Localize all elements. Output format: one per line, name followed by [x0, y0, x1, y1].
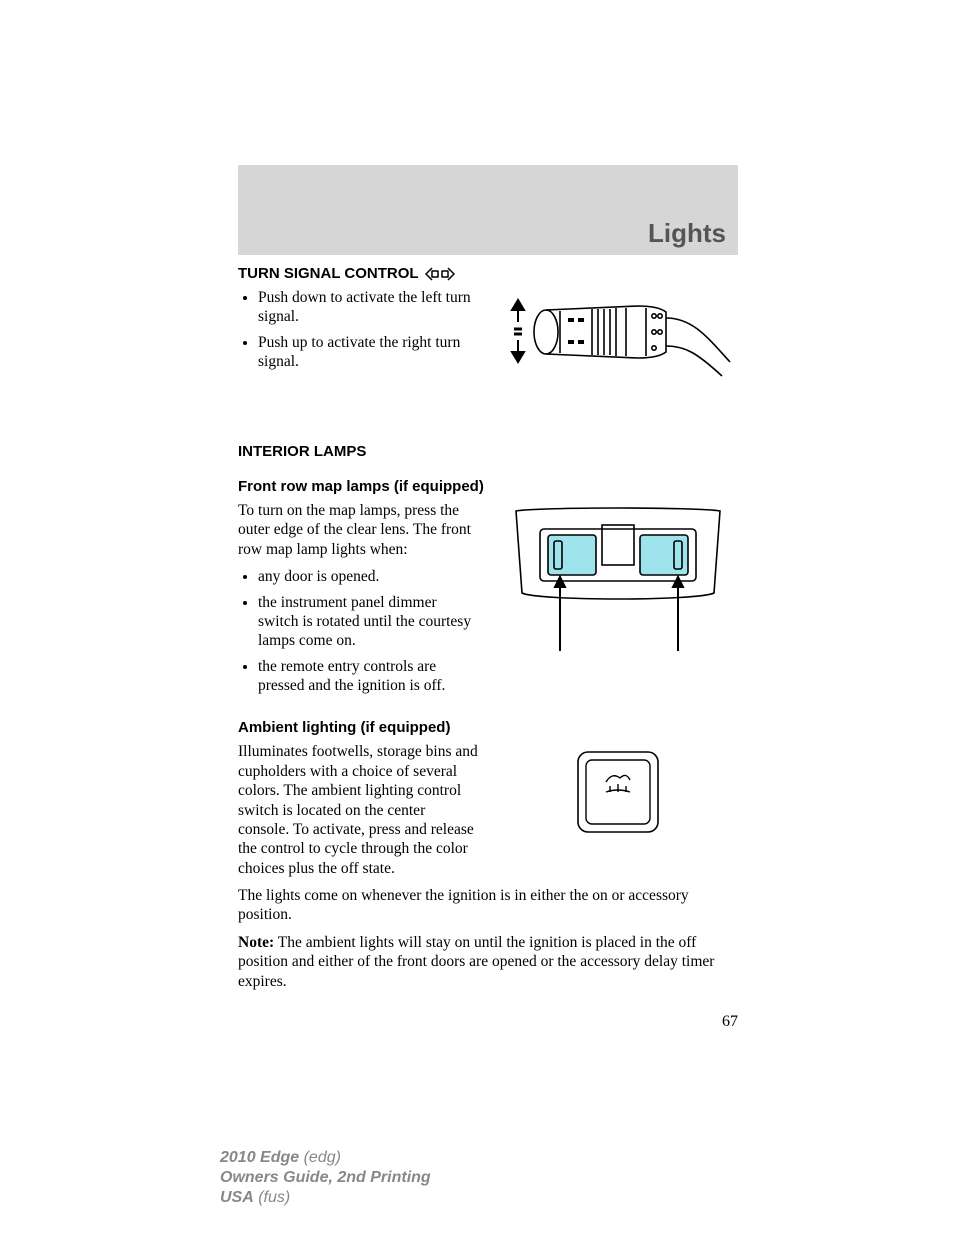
arrow-right-icon	[441, 267, 455, 281]
ambient-row: Illuminates footwells, storage bins and …	[238, 742, 738, 886]
section-heading-turn-signal: TURN SIGNAL CONTROL	[238, 265, 738, 282]
list-item: Push down to activate the left turn sign…	[258, 288, 480, 327]
turn-signal-row: Push down to activate the left turn sign…	[238, 288, 738, 393]
interior-lamps-heading-text: INTERIOR LAMPS	[238, 443, 366, 460]
sub-heading-map-lamps: Front row map lamps (if equipped)	[238, 478, 738, 495]
note-label: Note:	[238, 934, 274, 951]
chapter-title: Lights	[648, 218, 726, 249]
page-number: 67	[238, 1013, 738, 1031]
footer-code1: (edg)	[299, 1149, 341, 1166]
ambient-note: Note: The ambient lights will stay on un…	[238, 933, 738, 991]
list-item: any door is opened.	[258, 567, 480, 586]
turn-signal-heading-text: TURN SIGNAL CONTROL	[238, 265, 419, 282]
turn-signal-arrow-icons	[425, 267, 455, 281]
turn-signal-bullets: Push down to activate the left turn sign…	[238, 288, 480, 372]
ambient-para2: The lights come on whenever the ignition…	[238, 886, 738, 925]
list-item: the instrument panel dimmer switch is ro…	[258, 593, 480, 651]
footer-line-2: Owners Guide, 2nd Printing	[220, 1168, 431, 1188]
map-lamps-row: To turn on the map lamps, press the oute…	[238, 501, 738, 701]
footer-line-1: 2010 Edge (edg)	[220, 1148, 431, 1168]
list-item: the remote entry controls are pressed an…	[258, 657, 480, 696]
map-lamps-illustration	[498, 501, 738, 666]
footer-region: USA	[220, 1189, 254, 1206]
arrow-left-icon	[425, 267, 439, 281]
footer-line-3: USA (fus)	[220, 1188, 431, 1208]
turn-signal-illustration	[498, 288, 738, 393]
map-lamps-bullets: any door is opened. the instrument panel…	[238, 567, 480, 695]
chapter-header-band: Lights	[238, 165, 738, 255]
ambient-switch-illustration	[498, 742, 738, 842]
note-text: The ambient lights will stay on until th…	[238, 934, 714, 990]
footer-code2: (fus)	[254, 1189, 290, 1206]
page-content: Lights TURN SIGNAL CONTROL Push down to …	[238, 165, 738, 1031]
footer: 2010 Edge (edg) Owners Guide, 2nd Printi…	[220, 1148, 431, 1208]
section-heading-interior-lamps: INTERIOR LAMPS	[238, 443, 738, 460]
map-lamps-intro: To turn on the map lamps, press the oute…	[238, 501, 480, 559]
footer-model: 2010 Edge	[220, 1149, 299, 1166]
sub-heading-ambient: Ambient lighting (if equipped)	[238, 719, 738, 736]
ambient-para1: Illuminates footwells, storage bins and …	[238, 742, 480, 878]
list-item: Push up to activate the right turn signa…	[258, 333, 480, 372]
